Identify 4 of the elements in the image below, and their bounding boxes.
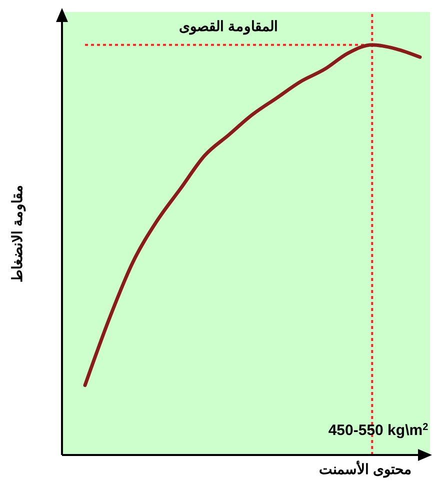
x-axis-title: محتوى الأسمنت xyxy=(319,460,412,478)
ref-line-label: المقاومة القصوى xyxy=(179,18,278,35)
y-axis-title: مقاومة الانضغاط xyxy=(9,184,26,282)
annotation: 450-550 kg\m$^{2}$ xyxy=(328,422,429,439)
